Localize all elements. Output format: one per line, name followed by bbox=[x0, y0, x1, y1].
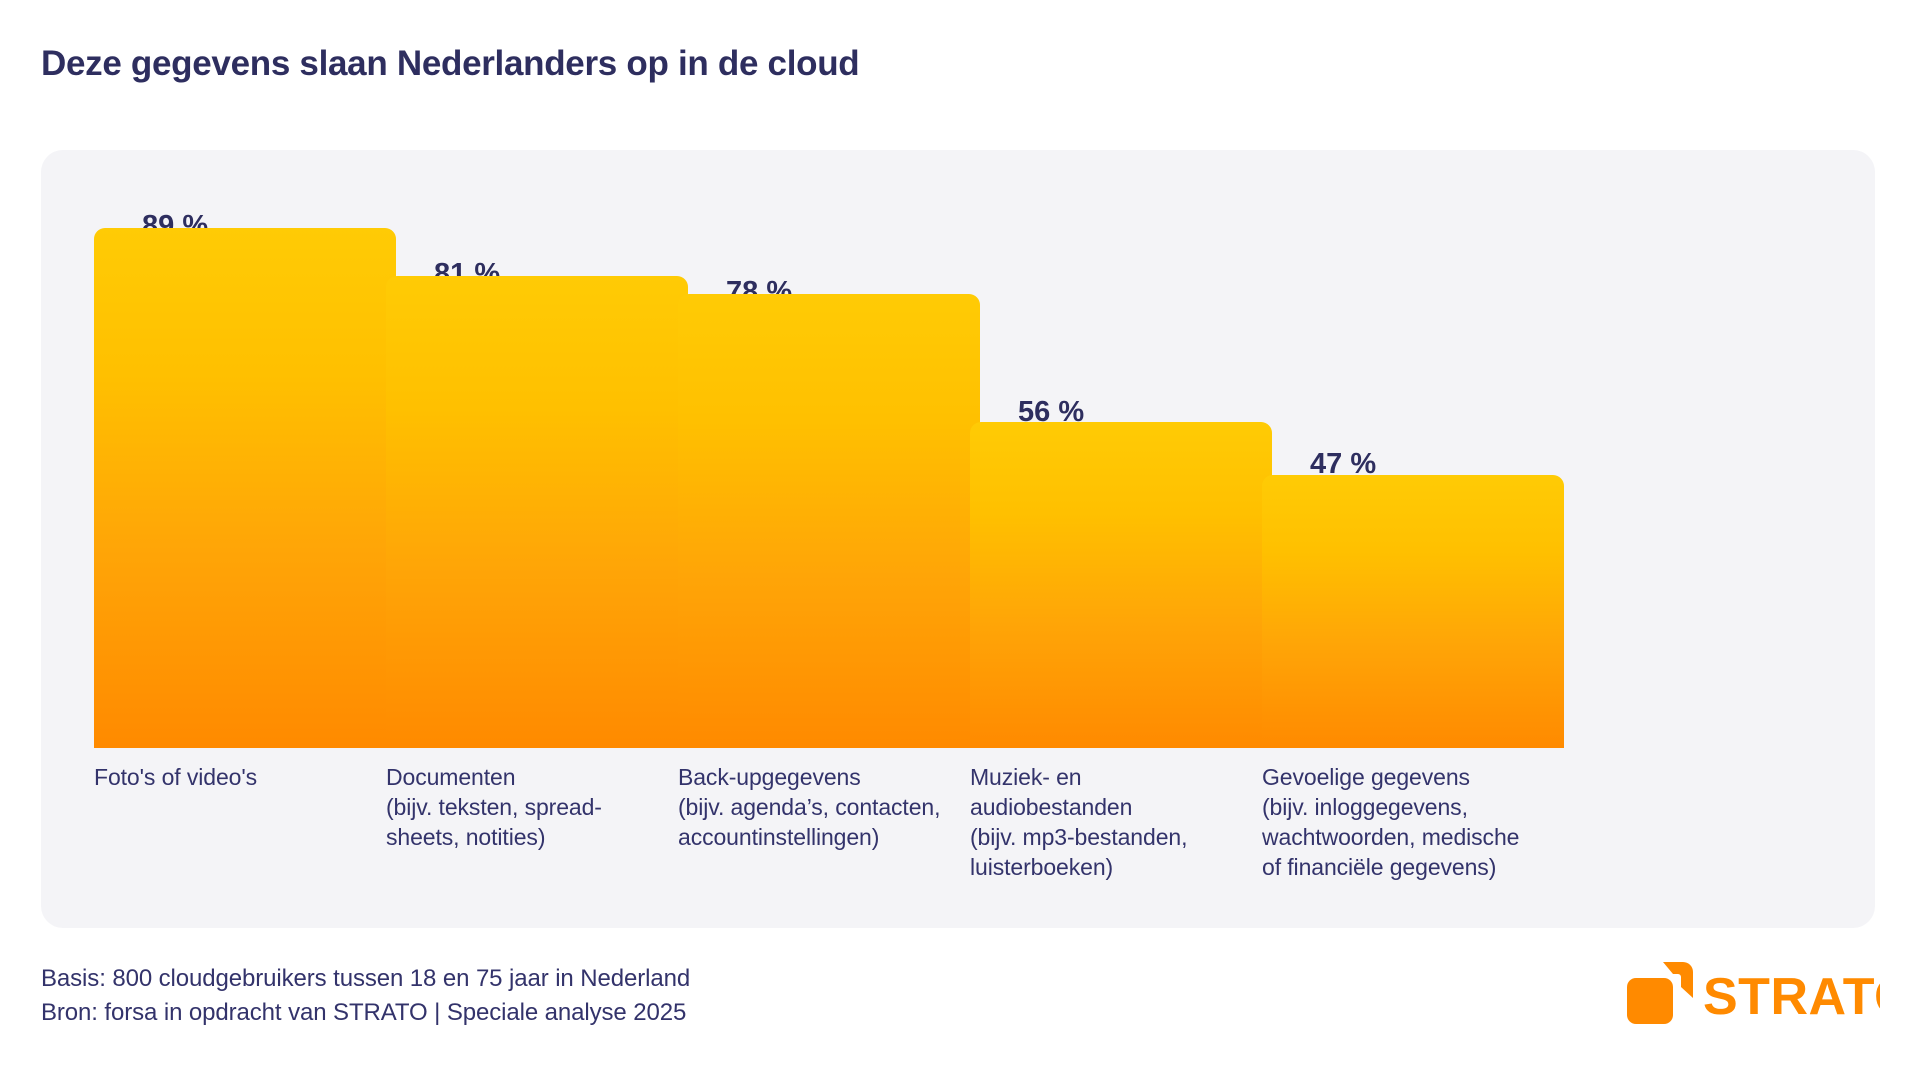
bar-group-4: 56 % Muziek- en audiobestanden (bijv. mp3… bbox=[970, 150, 1272, 928]
chart-card: 89 % Foto's of video's 81 % Documenten (… bbox=[41, 150, 1875, 928]
bar-category-label-2: Documenten (bijv. teksten, spread-sheets… bbox=[386, 762, 700, 852]
strato-wordmark: STRATO bbox=[1703, 968, 1880, 1026]
strato-logo: STRATO bbox=[1625, 958, 1880, 1030]
bar-rect-1[interactable] bbox=[94, 228, 396, 748]
strato-logo-icon: STRATO bbox=[1627, 962, 1880, 1026]
bar-category-main-2: Documenten bbox=[386, 764, 516, 790]
bar-rect-4[interactable] bbox=[970, 422, 1272, 748]
bar-rect-3[interactable] bbox=[678, 294, 980, 748]
bar-category-main-1: Foto's of video's bbox=[94, 764, 258, 790]
bar-category-label-5: Gevoelige gegevens (bijv. inloggegevens,… bbox=[1262, 762, 1576, 882]
bar-group-3: 78 % Back-upgegevens (bijv. agenda’s, co… bbox=[678, 150, 980, 928]
bar-category-sub-2: (bijv. teksten, spread-sheets, notities) bbox=[386, 794, 602, 850]
footer-line-basis: Basis: 800 cloudgebruikers tussen 18 en … bbox=[41, 965, 691, 992]
bar-category-sub-3: (bijv. agenda’s, contacten, accountinstel… bbox=[678, 794, 941, 850]
bar-category-label-4: Muziek- en audiobestanden (bijv. mp3-best… bbox=[970, 762, 1284, 882]
footer-line-bron: Bron: forsa in opdracht van STRATO | Spe… bbox=[41, 999, 687, 1026]
bar-category-label-1: Foto's of video's bbox=[94, 762, 408, 792]
bar-rect-2[interactable] bbox=[386, 276, 688, 748]
bar-group-2: 81 % Documenten (bijv. teksten, spread-s… bbox=[386, 150, 688, 928]
bar-category-main-4: Muziek- en audiobestanden bbox=[970, 764, 1133, 820]
bar-category-sub-4: (bijv. mp3-bestanden, luisterboeken) bbox=[970, 824, 1188, 880]
bar-group-1: 89 % Foto's of video's bbox=[94, 150, 396, 928]
bar-rect-5[interactable] bbox=[1262, 475, 1564, 748]
page-title: Deze gegevens slaan Nederlanders op in d… bbox=[41, 44, 860, 83]
footer-source-note: Basis: 800 cloudgebruikers tussen 18 en … bbox=[41, 962, 690, 1030]
bar-category-label-3: Back-upgegevens (bijv. agenda’s, contact… bbox=[678, 762, 992, 852]
bar-chart-plot-area: 89 % Foto's of video's 81 % Documenten (… bbox=[41, 150, 1875, 928]
bar-category-main-5: Gevoelige gegevens bbox=[1262, 764, 1470, 790]
bar-category-main-3: Back-upgegevens bbox=[678, 764, 861, 790]
bar-category-sub-5: (bijv. inloggegevens, wachtwoorden, medis… bbox=[1262, 794, 1520, 880]
bar-value-label-5: 47 % bbox=[1310, 448, 1377, 480]
bar-group-5: 47 % Gevoelige gegevens (bijv. inloggege… bbox=[1262, 150, 1564, 928]
